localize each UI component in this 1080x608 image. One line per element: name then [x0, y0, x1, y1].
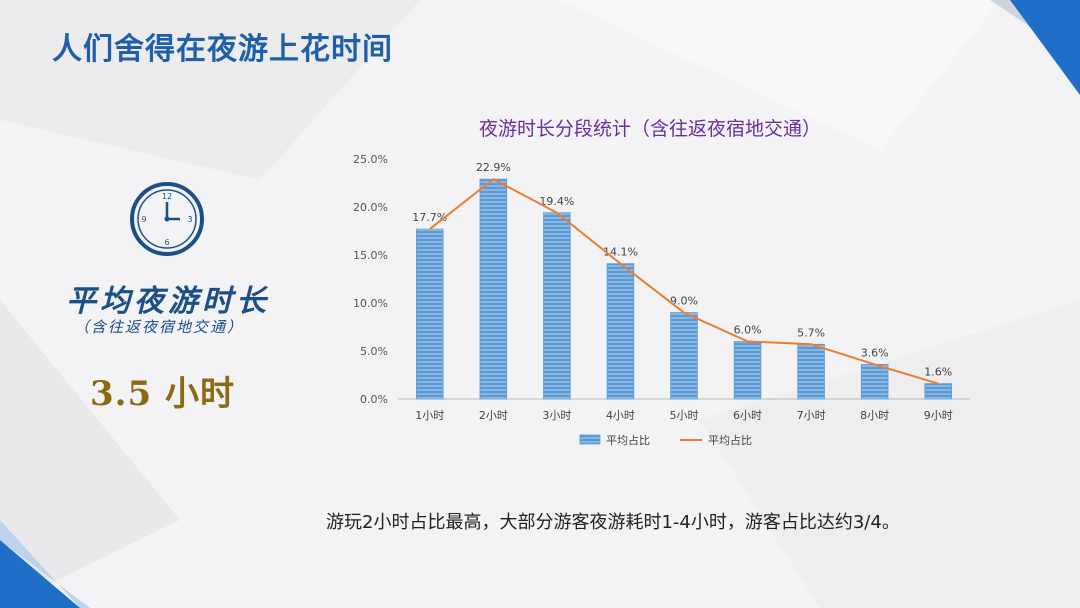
bar — [924, 383, 952, 400]
bar — [606, 263, 635, 400]
x-tick-label: 7小时 — [797, 409, 826, 422]
x-tick-label: 1小时 — [415, 409, 444, 422]
x-tick-label: 4小时 — [606, 409, 635, 422]
bar — [479, 178, 508, 400]
svg-text:9: 9 — [141, 215, 146, 224]
y-tick-label: 10.0% — [353, 297, 388, 310]
svg-text:3: 3 — [187, 215, 192, 224]
average-duration-label: 平均夜游时长 — [66, 284, 270, 319]
data-label: 1.6% — [924, 366, 952, 379]
chart-title: 夜游时长分段统计（含往返夜宿地交通） — [478, 118, 821, 140]
bar — [543, 212, 571, 400]
caption-text: 游玩2小时占比最高，大部分游客夜游耗时1-4小时，游客占比达约3/4。 — [326, 512, 900, 533]
x-tick-label: 6小时 — [733, 409, 762, 422]
x-tick-label: 8小时 — [860, 409, 889, 422]
data-label: 3.6% — [861, 346, 889, 359]
bar — [860, 364, 889, 400]
y-tick-label: 25.0% — [353, 153, 388, 166]
data-label: 5.7% — [797, 326, 825, 339]
x-tick-label: 9小时 — [924, 409, 953, 422]
x-tick-label: 3小时 — [542, 409, 571, 422]
clock-icon: 12 3 6 9 — [130, 182, 204, 256]
legend-bar-label: 平均占比 — [606, 433, 650, 447]
average-duration-note: （含往返夜宿地交通） — [74, 318, 245, 336]
data-label: 22.9% — [476, 161, 511, 174]
y-tick-label: 5.0% — [360, 345, 388, 358]
corner-accent-top — [1010, 0, 1080, 95]
bar — [733, 340, 762, 400]
bar — [797, 343, 825, 400]
legend-line-label: 平均占比 — [708, 433, 752, 447]
series-line — [429, 177, 939, 385]
corner-accent-bottom — [0, 540, 80, 608]
bar — [670, 312, 698, 400]
average-duration-value: 3.5 小时 — [90, 374, 235, 414]
data-label: 9.0% — [670, 295, 698, 308]
y-tick-label: 20.0% — [353, 201, 388, 214]
slide-title: 人们舍得在夜游上花时间 — [52, 32, 393, 67]
bar — [416, 228, 444, 400]
legend-bar-swatch — [579, 434, 601, 445]
data-label: 19.4% — [539, 195, 574, 208]
svg-text:12: 12 — [162, 192, 172, 201]
svg-text:6: 6 — [164, 238, 169, 247]
duration-chart: 0.0% 5.0% 10.0% 15.0% 20.0% 25.0% 17.7% 1小时 22.9… — [353, 153, 970, 447]
x-tick-label: 2小时 — [479, 409, 508, 422]
data-label: 6.0% — [734, 323, 762, 336]
data-label: 17.7% — [412, 211, 447, 224]
y-tick-label: 15.0% — [353, 249, 388, 262]
data-label: 14.1% — [603, 246, 638, 259]
x-tick-label: 5小时 — [670, 409, 699, 422]
y-tick-label: 0.0% — [360, 393, 388, 406]
